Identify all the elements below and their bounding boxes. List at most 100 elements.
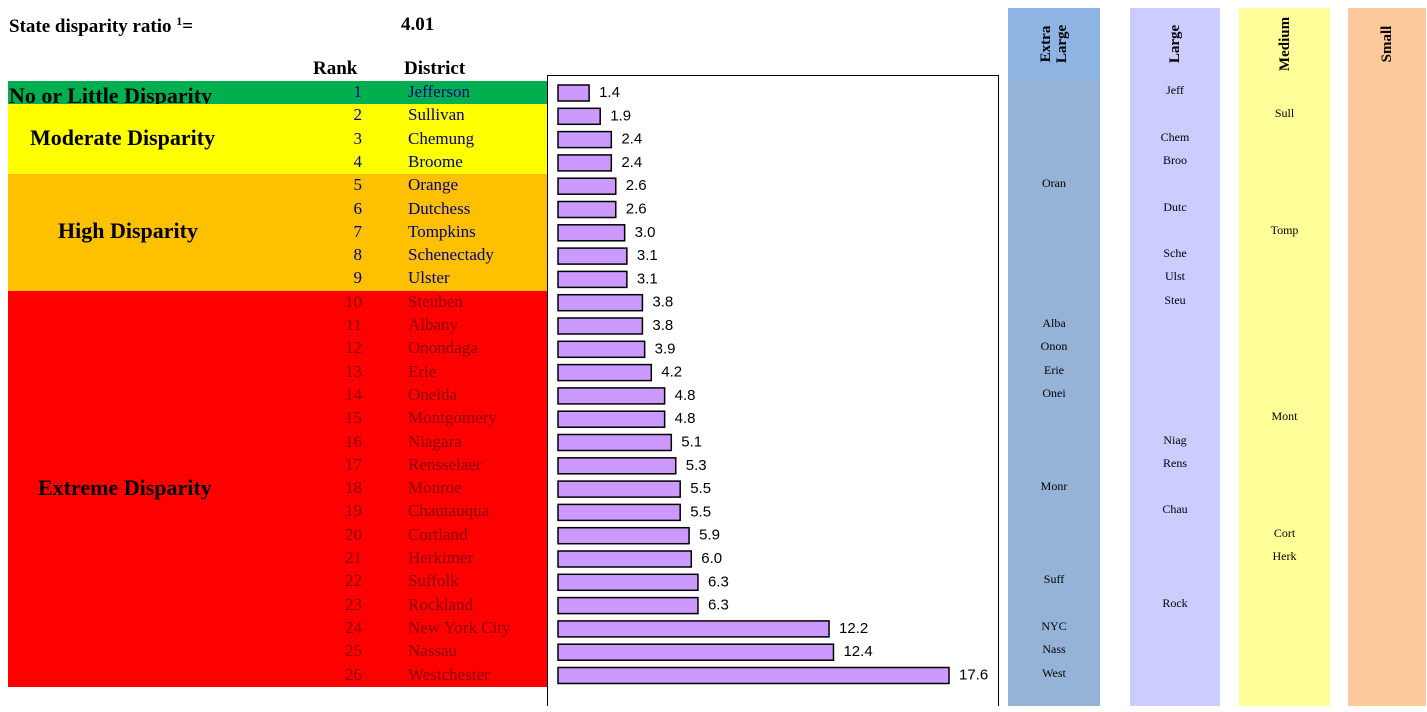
- bar-onondaga: [557, 340, 646, 359]
- rank-cell: 9: [353, 268, 363, 288]
- size-column-header-bg: [1008, 8, 1100, 80]
- bar-value-label: 5.5: [690, 480, 711, 497]
- bar-westchester: [557, 666, 950, 685]
- size-column-entry: Oran: [1042, 176, 1066, 191]
- district-cell: Orange: [408, 175, 459, 195]
- band-label: Moderate Disparity: [30, 125, 216, 151]
- size-column-entry: Monr: [1040, 479, 1068, 494]
- district-cell: Cortland: [408, 524, 468, 544]
- bar-value-label: 2.4: [621, 154, 642, 171]
- district-cell: Westchester: [408, 664, 490, 684]
- bar-value-label: 5.5: [690, 503, 711, 520]
- size-column-header: Large: [1167, 9, 1183, 79]
- bar-value-label: 12.4: [843, 643, 872, 660]
- band-no-or-little-disparity: No or Little Disparity: [8, 81, 547, 108]
- bar-albany: [557, 317, 644, 335]
- bar-value-label: 4.8: [675, 387, 696, 404]
- size-column-entry: Ulst: [1164, 269, 1185, 284]
- district-cell: Chemung: [408, 128, 475, 148]
- bar-value-label: 12.2: [839, 620, 868, 637]
- district-cell: Monroe: [408, 478, 462, 498]
- size-column-header-bg: [1239, 8, 1330, 80]
- district-cell: Steuben: [408, 291, 463, 311]
- bar-value-label: 6.3: [708, 573, 729, 590]
- ratio-footnote: 1: [176, 14, 183, 28]
- rank-cell: 25: [345, 641, 362, 661]
- size-column-entry: Suff: [1043, 572, 1065, 587]
- district-cell: Albany: [408, 315, 459, 334]
- ratio-equals: =: [182, 16, 194, 37]
- bar-monroe: [557, 480, 681, 498]
- bar-chemung: [557, 130, 613, 149]
- size-column-entry: Mont: [1271, 409, 1298, 424]
- rank-cell: 14: [345, 384, 362, 404]
- size-column-entry: Sche: [1163, 246, 1187, 261]
- bar-broome: [557, 154, 613, 172]
- size-column-header-line: Large: [1054, 24, 1070, 64]
- bar-value-label: 1.4: [599, 84, 620, 101]
- district-cell: Schenectady: [408, 245, 494, 265]
- bar-value-label: 3.1: [637, 270, 658, 287]
- bar-suffolk: [557, 573, 699, 592]
- size-column-entry: Chau: [1162, 502, 1188, 517]
- district-cell: Suffolk: [408, 571, 459, 591]
- size-column-header-line: Small: [1379, 25, 1395, 63]
- bar-cortland: [557, 526, 690, 545]
- bar-value-label: 3.0: [635, 224, 656, 241]
- bar-niagara: [557, 433, 673, 452]
- rank-cell: 6: [353, 198, 363, 218]
- size-column-header-bg: [1348, 8, 1426, 80]
- district-cell: Broome: [408, 151, 463, 171]
- size-column-large: Large Jeff Chem Broo Dutc Sche Ulst Steu Niag Ren…: [1130, 8, 1220, 706]
- bar-value-label: 17.6: [959, 667, 988, 684]
- rank-cell: 24: [345, 617, 362, 637]
- bar-value-label: 3.8: [652, 317, 673, 334]
- band-moderate-disparity: Moderate Disparity: [8, 104, 547, 175]
- rank-cell: 2: [353, 105, 363, 125]
- size-column-entry: Dutc: [1163, 199, 1187, 214]
- size-column-header-line: Large: [1167, 24, 1183, 64]
- rank-cell: 11: [345, 315, 362, 334]
- band-high-disparity: High Disparity: [8, 174, 547, 291]
- district-header: District: [404, 58, 466, 79]
- bar-nassau: [557, 643, 835, 661]
- size-column-header-line: Extra: [1038, 25, 1054, 63]
- rank-cell: 15: [345, 408, 362, 428]
- bar-value-label: 5.3: [686, 457, 707, 474]
- size-column-entry: Tomp: [1270, 222, 1299, 237]
- bar-value-label: 2.4: [621, 131, 642, 148]
- bar-ulster: [557, 270, 628, 289]
- bar-value-label: 5.1: [681, 434, 702, 451]
- size-column-entry: Steu: [1164, 292, 1186, 307]
- district-cell: Tompkins: [408, 221, 476, 241]
- band-label: Extreme Disparity: [38, 474, 212, 500]
- rank-cell: 26: [345, 664, 362, 684]
- size-column-entry: Erie: [1044, 362, 1064, 377]
- rank-header: Rank: [313, 58, 358, 79]
- size-column-entry: Jeff: [1166, 83, 1184, 97]
- size-column-entry: Nass: [1042, 642, 1066, 657]
- bar-jefferson: [557, 84, 590, 102]
- bar-rockland: [557, 596, 699, 615]
- district-cell: Ulster: [408, 268, 450, 288]
- rank-cell: 18: [345, 478, 362, 498]
- size-column-header-line: Medium: [1276, 16, 1293, 72]
- bar-dutchess: [557, 200, 617, 219]
- bar-tompkins: [557, 224, 626, 242]
- state-disparity-ratio-value: 4.01: [401, 14, 435, 35]
- rank-cell: 5: [353, 175, 363, 195]
- rank-cell: 8: [353, 245, 363, 265]
- bar-value-label: 2.6: [626, 201, 647, 218]
- rank-cell: 22: [345, 571, 362, 591]
- size-column-entry: Rens: [1163, 455, 1187, 470]
- bar-value-label: 6.3: [708, 597, 729, 614]
- bar-chart-frame: 1.4 1.9 2.4 2.4 2.6 2.6 3.0 3.1 3.1 3.8 3.8 3.9 4.2 4…: [547, 75, 999, 706]
- district-cell: Oneida: [408, 384, 458, 404]
- bar-value-label: 4.8: [675, 410, 696, 427]
- size-column-entry: Chem: [1160, 129, 1190, 144]
- size-column-entry: West: [1042, 665, 1066, 680]
- bar-chautauqua: [557, 503, 681, 522]
- rank-cell: 7: [353, 221, 363, 241]
- district-cell: Jefferson: [408, 82, 470, 101]
- rank-cell: 17: [345, 454, 362, 474]
